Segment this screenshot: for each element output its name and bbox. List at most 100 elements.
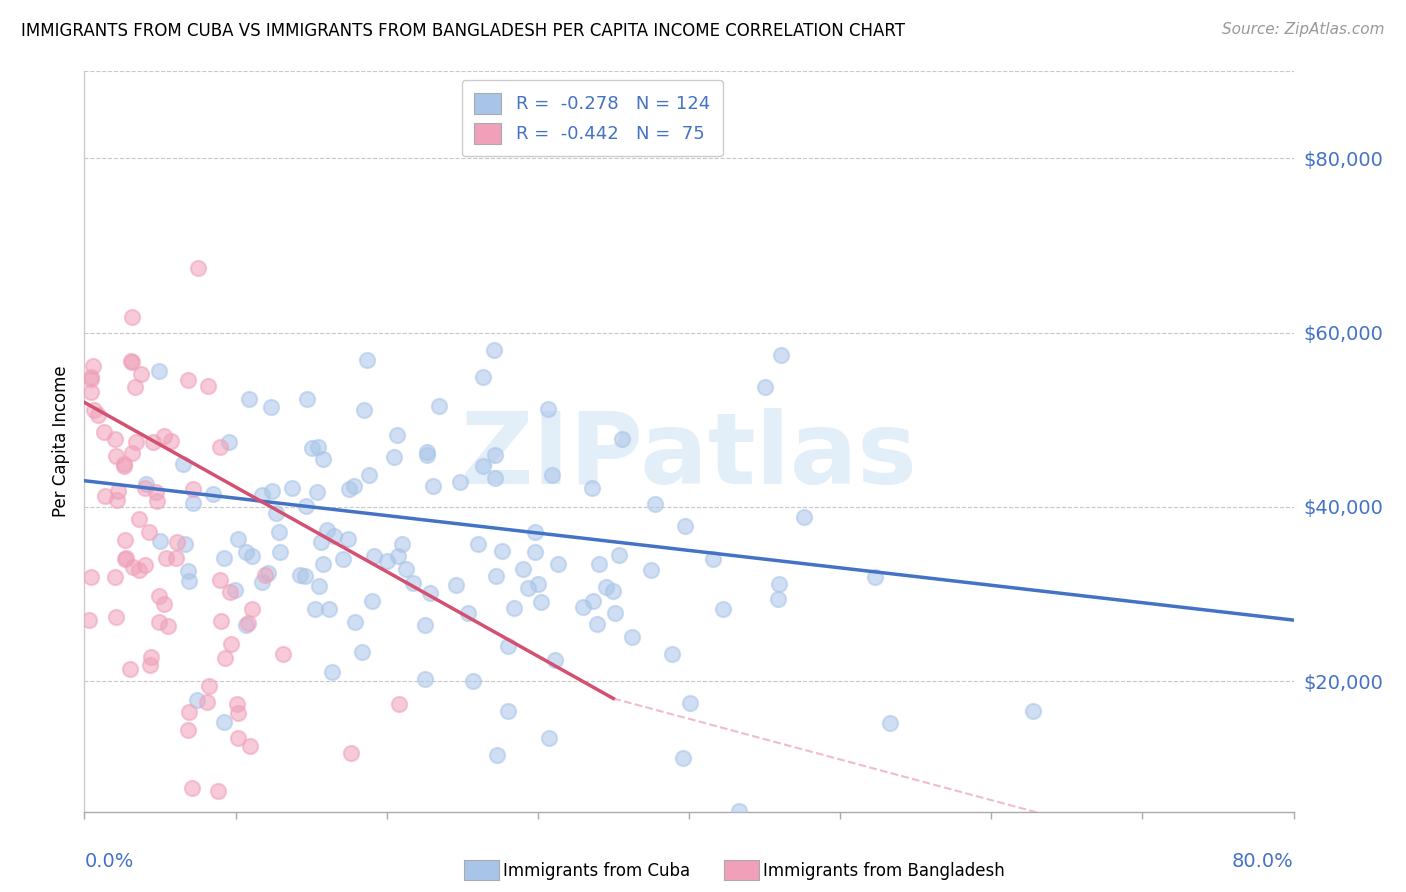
Point <box>485 569 508 583</box>
Text: 0.0%: 0.0% <box>84 853 134 871</box>
Point <box>754 380 776 394</box>
Point <box>387 549 409 563</box>
Point <box>339 746 361 760</box>
Point <box>183 496 205 510</box>
Point <box>672 751 695 765</box>
Point <box>353 403 375 417</box>
Point <box>214 551 236 566</box>
Point <box>262 484 284 499</box>
Point <box>337 482 360 496</box>
Point <box>177 706 200 720</box>
Point <box>422 479 444 493</box>
Point <box>541 467 564 482</box>
Point <box>502 600 524 615</box>
Point <box>357 467 380 482</box>
Point <box>343 615 366 630</box>
Point <box>402 575 425 590</box>
Point <box>157 619 180 633</box>
Point <box>177 574 200 588</box>
Point <box>177 373 200 387</box>
Point <box>530 595 553 609</box>
Point <box>461 673 484 688</box>
Point <box>472 369 495 384</box>
Point <box>250 488 273 502</box>
Point <box>198 679 221 693</box>
Point <box>484 471 506 485</box>
Point <box>83 403 105 417</box>
Point <box>138 524 160 539</box>
Point <box>129 367 152 381</box>
Point <box>295 499 318 513</box>
Point <box>612 432 634 446</box>
Point <box>793 510 815 524</box>
Point <box>491 544 513 558</box>
Point <box>186 692 208 706</box>
Point <box>1022 704 1045 718</box>
Point <box>174 537 197 551</box>
Point <box>602 583 624 598</box>
Point <box>309 534 332 549</box>
Point <box>295 392 318 406</box>
Point <box>304 601 326 615</box>
Point <box>207 783 229 797</box>
Point <box>457 606 479 620</box>
Point <box>221 637 243 651</box>
Point <box>768 577 790 591</box>
Point <box>607 548 630 562</box>
Point <box>256 566 278 580</box>
Point <box>361 593 384 607</box>
Text: Immigrants from Bangladesh: Immigrants from Bangladesh <box>763 862 1005 880</box>
Point <box>148 615 170 630</box>
Point <box>586 617 609 632</box>
Point <box>187 260 209 275</box>
Point <box>419 585 441 599</box>
Point <box>114 552 136 566</box>
Point <box>260 400 283 414</box>
Point <box>235 618 257 632</box>
Point <box>105 492 128 507</box>
Point <box>121 310 143 324</box>
Point <box>93 425 115 439</box>
Point <box>253 567 276 582</box>
Point <box>209 440 232 454</box>
Point <box>125 434 148 449</box>
Point <box>226 697 249 711</box>
Point <box>112 458 135 473</box>
Point <box>239 739 262 753</box>
Point <box>128 563 150 577</box>
Point <box>498 639 520 653</box>
Point <box>121 445 143 459</box>
Point <box>387 697 409 711</box>
Point <box>219 585 242 599</box>
Point <box>212 714 235 729</box>
Point <box>543 653 565 667</box>
Point <box>416 444 439 458</box>
Point <box>214 651 236 665</box>
Point <box>384 450 406 464</box>
Text: ZIPatlas: ZIPatlas <box>461 408 917 505</box>
Point <box>114 533 136 547</box>
Point <box>94 489 117 503</box>
Point <box>471 459 494 474</box>
Point <box>343 479 366 493</box>
Point <box>148 364 170 378</box>
Point <box>711 601 734 615</box>
Point <box>318 602 340 616</box>
Point <box>153 597 176 611</box>
Point <box>312 557 335 571</box>
Point <box>80 570 103 584</box>
Point <box>271 647 294 661</box>
Point <box>311 452 333 467</box>
Point <box>301 441 323 455</box>
Point <box>352 645 374 659</box>
Point <box>87 408 110 422</box>
Point <box>294 569 316 583</box>
Point <box>640 563 662 577</box>
Point <box>679 696 702 710</box>
Point <box>134 481 156 495</box>
Point <box>416 448 439 462</box>
Point <box>322 529 344 543</box>
Point <box>582 593 605 607</box>
Point <box>236 615 259 630</box>
Text: IMMIGRANTS FROM CUBA VS IMMIGRANTS FROM BANGLADESH PER CAPITA INCOME CORRELATION: IMMIGRANTS FROM CUBA VS IMMIGRANTS FROM … <box>21 22 905 40</box>
